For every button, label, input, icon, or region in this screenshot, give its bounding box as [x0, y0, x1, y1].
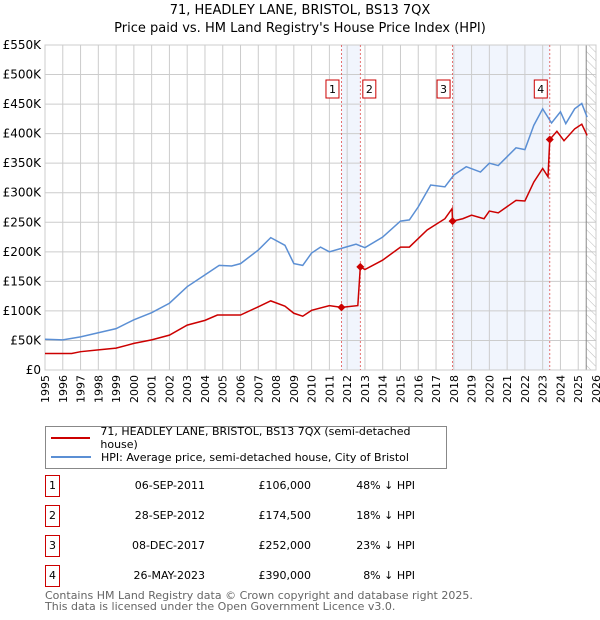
- sale-number: 2: [45, 505, 60, 527]
- sale-period-shade: [341, 45, 361, 370]
- x-tick-label: 2009: [288, 375, 301, 403]
- y-tick-label: £300K: [3, 186, 43, 200]
- y-tick-label: £200K: [3, 245, 43, 259]
- x-tick-label: 2026: [590, 375, 600, 403]
- x-tick-label: 2013: [359, 375, 372, 403]
- x-tick-label: 2011: [323, 375, 336, 403]
- x-tick-label: 2005: [217, 375, 230, 403]
- x-tick-label: 1998: [92, 375, 105, 403]
- y-tick-label: £350K: [3, 156, 43, 170]
- sale-number: 1: [45, 475, 60, 497]
- series-line: [45, 123, 588, 355]
- footer-licence: This data is licensed under the Open Gov…: [45, 600, 396, 613]
- x-tick-label: 1996: [57, 375, 70, 403]
- sale-point: [337, 303, 346, 312]
- y-tick-label: £450K: [3, 97, 43, 111]
- sale-date: 08-DEC-2017: [131, 539, 205, 552]
- y-tick-label: £250K: [3, 215, 43, 229]
- sale-label-box: [362, 79, 377, 99]
- x-tick-label: 1995: [39, 375, 52, 403]
- x-tick-label: 2018: [448, 375, 461, 403]
- sale-label: 2: [366, 83, 373, 96]
- sale-hpi-diff: 18% ↓ HPI: [356, 509, 415, 522]
- x-tick-label: 2007: [252, 375, 265, 403]
- forecast-hatch: [586, 45, 596, 370]
- x-tick-label: 2020: [483, 375, 496, 403]
- legend-property-label: 71, HEADLEY LANE, BRISTOL, BS13 7QX (sem…: [100, 425, 411, 451]
- sale-number: 3: [45, 535, 60, 557]
- sale-price: £252,000: [258, 539, 312, 552]
- x-tick-label: 2012: [341, 375, 354, 403]
- sale-point: [356, 262, 365, 271]
- sale-price: £106,000: [258, 479, 312, 492]
- y-tick-label: £100K: [3, 304, 43, 318]
- sale-row: 4 26-MAY-2023 £390,000 8% ↓ HPI: [45, 565, 415, 587]
- y-tick-label: £50K: [10, 333, 42, 347]
- sale-hpi-diff: 48% ↓ HPI: [356, 479, 415, 492]
- x-tick-label: 2002: [163, 375, 176, 403]
- x-tick-label: 2010: [306, 375, 319, 403]
- x-tick-label: 1997: [75, 375, 88, 403]
- price-chart: 1995 1996 1997 1998 1999 2000 2001 2002 2003 2004…: [3, 38, 600, 403]
- sale-point: [545, 135, 554, 144]
- chart-subtitle: Price paid vs. HM Land Registry's House …: [114, 21, 486, 36]
- x-tick-label: 2025: [572, 375, 585, 403]
- sale-label-box: [436, 79, 451, 99]
- x-tick-label: 2016: [412, 375, 425, 403]
- sale-date: 26-MAY-2023: [133, 569, 205, 582]
- x-tick-label: 2019: [466, 375, 479, 403]
- x-tick-label: 2022: [519, 375, 532, 403]
- sale-hpi-diff: 23% ↓ HPI: [356, 539, 415, 552]
- x-tick-label: 2021: [501, 375, 514, 403]
- x-tick-label: 2008: [270, 375, 283, 403]
- chart-title: 71, HEADLEY LANE, BRISTOL, BS13 7QX: [169, 3, 431, 18]
- x-tick-label: 2015: [394, 375, 407, 403]
- sale-label: 4: [537, 83, 544, 96]
- sale-label-box: [325, 79, 340, 99]
- sale-price: £174,500: [258, 509, 312, 522]
- x-tick-label: 2014: [377, 375, 390, 403]
- x-tick-label: 2017: [430, 375, 443, 403]
- x-tick-label: 1999: [110, 375, 123, 403]
- x-tick-label: 2023: [537, 375, 550, 403]
- legend-blue-line: [51, 456, 91, 458]
- sale-date: 06-SEP-2011: [134, 479, 205, 492]
- x-tick-label: 2000: [128, 375, 141, 403]
- y-tick-label: £500K: [3, 68, 43, 82]
- sale-point: [448, 217, 457, 226]
- sale-label-box: [533, 79, 548, 99]
- sale-hpi-diff: 8% ↓ HPI: [363, 569, 415, 582]
- sale-label: 1: [329, 83, 336, 96]
- sale-row: 2 28-SEP-2012 £174,500 18% ↓ HPI: [45, 505, 415, 527]
- sale-label: 3: [440, 83, 447, 96]
- legend-hpi-label: HPI: Average price, semi-detached house,…: [101, 450, 409, 464]
- sale-price: £390,000: [258, 569, 312, 582]
- plot-border: [44, 44, 597, 371]
- legend-red-line: [51, 437, 91, 439]
- sale-number: 4: [45, 565, 60, 587]
- legend: 71, HEADLEY LANE, BRISTOL, BS13 7QX (sem…: [45, 425, 447, 469]
- sale-period-shade: [452, 45, 550, 370]
- y-tick-label: £550K: [3, 38, 43, 52]
- x-tick-label: 2004: [199, 375, 212, 403]
- x-tick-label: 2003: [181, 375, 194, 403]
- x-tick-label: 2001: [146, 375, 159, 403]
- footer-copyright: Contains HM Land Registry data © Crown c…: [45, 589, 473, 602]
- y-tick-label: £0: [26, 363, 41, 377]
- sale-row: 3 08-DEC-2017 £252,000 23% ↓ HPI: [45, 535, 415, 557]
- x-tick-label: 2024: [554, 375, 567, 403]
- series-line: [44, 102, 588, 341]
- sale-date: 28-SEP-2012: [134, 509, 205, 522]
- y-tick-label: £150K: [3, 274, 43, 288]
- sale-row: 1 06-SEP-2011 £106,000 48% ↓ HPI: [45, 475, 415, 497]
- x-tick-label: 2006: [235, 375, 248, 403]
- y-tick-label: £400K: [3, 127, 43, 141]
